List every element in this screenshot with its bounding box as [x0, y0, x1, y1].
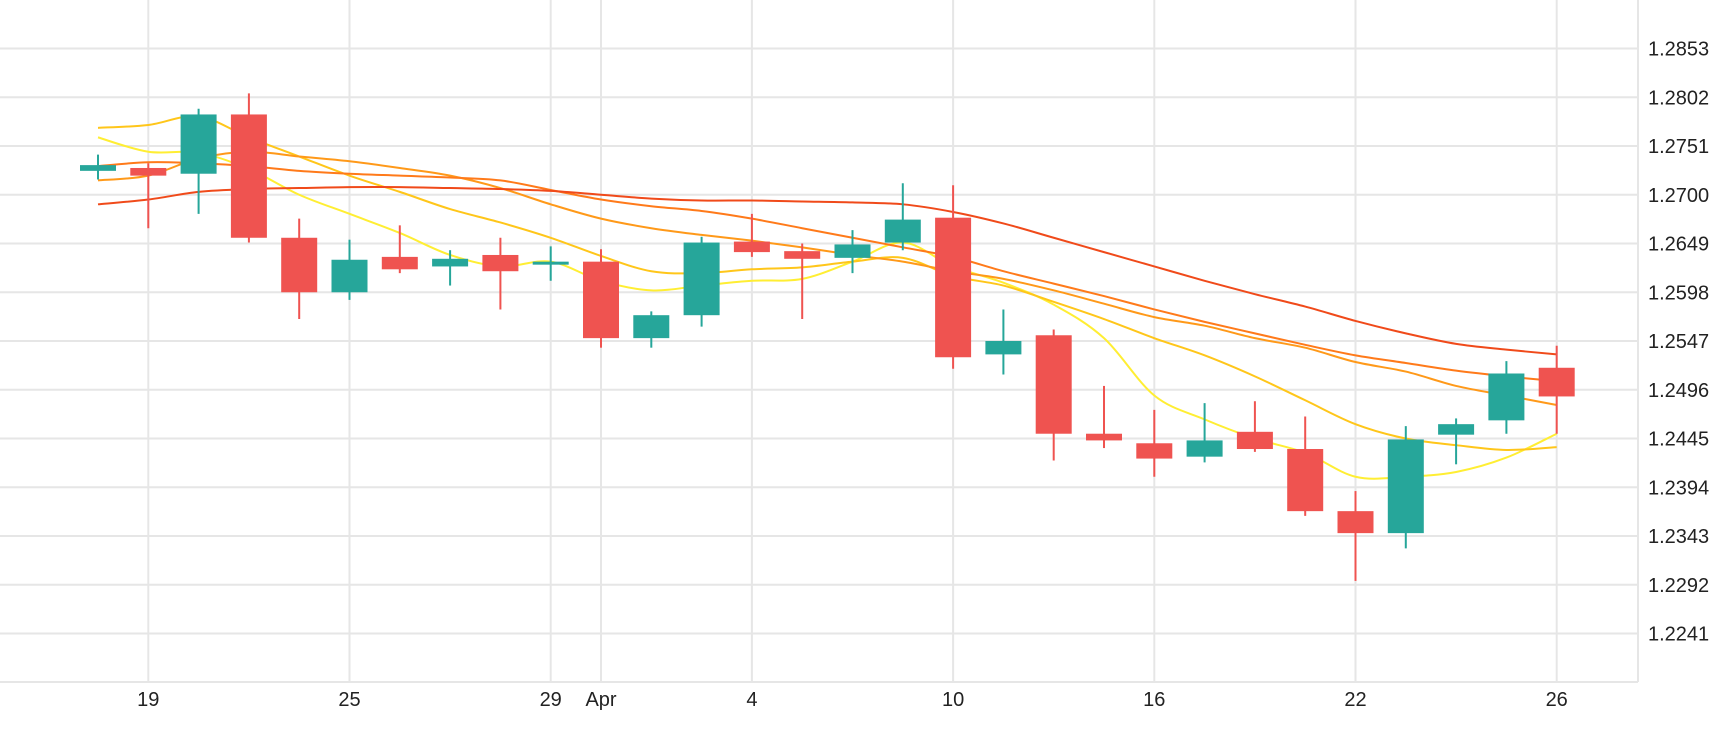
- x-tick-label: 26: [1546, 689, 1568, 711]
- y-tick-label: 1.2241: [1648, 624, 1709, 646]
- candle: [1086, 385, 1122, 449]
- y-tick-label: 1.2343: [1648, 526, 1709, 548]
- candle-body-down: [583, 261, 619, 339]
- x-tick-label: 19: [137, 689, 159, 711]
- y-tick-label: 1.2547: [1648, 331, 1709, 353]
- candle: [180, 108, 217, 214]
- candle: [381, 225, 418, 274]
- moving-average-line: [97, 150, 1557, 407]
- moving-average-lines: [97, 115, 1558, 480]
- y-tick-label: 1.2700: [1648, 185, 1709, 207]
- candle-body-up: [1387, 439, 1424, 534]
- candle: [985, 309, 1022, 375]
- candle: [1438, 418, 1475, 465]
- candle: [432, 250, 469, 286]
- candle: [1387, 426, 1424, 549]
- candle: [331, 239, 368, 300]
- candle-body-up: [180, 114, 217, 174]
- candle-body-down: [733, 241, 770, 253]
- candle: [1136, 409, 1173, 477]
- candle-body-down: [1236, 431, 1273, 450]
- y-tick-label: 1.2802: [1648, 87, 1709, 109]
- candle: [1287, 416, 1324, 516]
- x-tick-label: 10: [942, 689, 964, 711]
- y-tick-label: 1.2649: [1648, 234, 1709, 256]
- candle-body-down: [1086, 433, 1122, 441]
- candle: [935, 185, 972, 369]
- candle: [683, 236, 720, 327]
- candle-body-up: [432, 258, 469, 267]
- candle: [633, 311, 670, 348]
- candle: [281, 218, 318, 320]
- candle: [1186, 403, 1223, 463]
- moving-average-line: [97, 161, 1557, 383]
- candle-body-down: [130, 167, 167, 176]
- moving-average-line: [97, 185, 1557, 356]
- candle: [884, 183, 921, 251]
- candle: [583, 249, 619, 348]
- candle-body-down: [1538, 367, 1575, 397]
- candle: [532, 246, 569, 281]
- candle-body-down: [784, 251, 821, 259]
- candle-body-up: [1186, 440, 1223, 457]
- candle-body-down: [230, 114, 267, 238]
- x-tick-label: 4: [746, 689, 757, 711]
- y-tick-label: 1.2394: [1648, 477, 1709, 499]
- candle-body-up: [633, 315, 670, 339]
- candle-body-down: [281, 237, 318, 293]
- x-tick-label: 29: [540, 689, 562, 711]
- candle-body-down: [1337, 511, 1374, 534]
- y-tick-label: 1.2853: [1648, 39, 1709, 61]
- candle-body-up: [532, 261, 569, 265]
- candle-body-down: [1287, 449, 1324, 512]
- candle: [230, 93, 267, 243]
- candle-body-up: [331, 259, 368, 293]
- candle-body-up: [1488, 373, 1525, 421]
- candle-body-down: [381, 256, 418, 270]
- candle-body-up: [1438, 424, 1475, 435]
- x-tick-label: 22: [1344, 689, 1366, 711]
- candle-body-down: [1035, 335, 1072, 434]
- candle: [834, 230, 871, 274]
- y-tick-label: 1.2496: [1648, 380, 1709, 402]
- candle-body-up: [80, 165, 116, 171]
- candle: [1236, 401, 1273, 452]
- candle: [784, 243, 821, 320]
- candle: [1035, 329, 1072, 461]
- candle: [80, 154, 116, 180]
- candle: [733, 213, 770, 257]
- candles: [80, 93, 1575, 581]
- candle-body-down: [1136, 443, 1173, 459]
- y-tick-label: 1.2751: [1648, 136, 1709, 158]
- y-axis-tick-labels: 1.2853 1.2802 1.2751 1.2700 1.2649 1.2598 1.25…: [1648, 39, 1709, 646]
- candle-body-up: [683, 242, 720, 316]
- x-tick-label: 25: [338, 689, 360, 711]
- candle-body-down: [935, 217, 972, 358]
- candle: [1337, 491, 1374, 581]
- candle-body-up: [884, 219, 921, 243]
- x-tick-label: Apr: [585, 689, 616, 711]
- candle-body-up: [834, 244, 871, 258]
- candle: [1538, 345, 1575, 434]
- y-tick-label: 1.2292: [1648, 575, 1709, 597]
- candle: [1488, 361, 1525, 434]
- x-tick-label: 16: [1143, 689, 1165, 711]
- y-tick-label: 1.2445: [1648, 429, 1709, 451]
- candle-body-up: [985, 341, 1022, 355]
- candle-body-down: [482, 254, 519, 272]
- candle: [482, 237, 519, 310]
- x-axis-tick-labels: 19 25 29 Apr 4 10 16 22 26: [137, 689, 1568, 711]
- y-tick-label: 1.2598: [1648, 282, 1709, 304]
- candle: [130, 163, 167, 229]
